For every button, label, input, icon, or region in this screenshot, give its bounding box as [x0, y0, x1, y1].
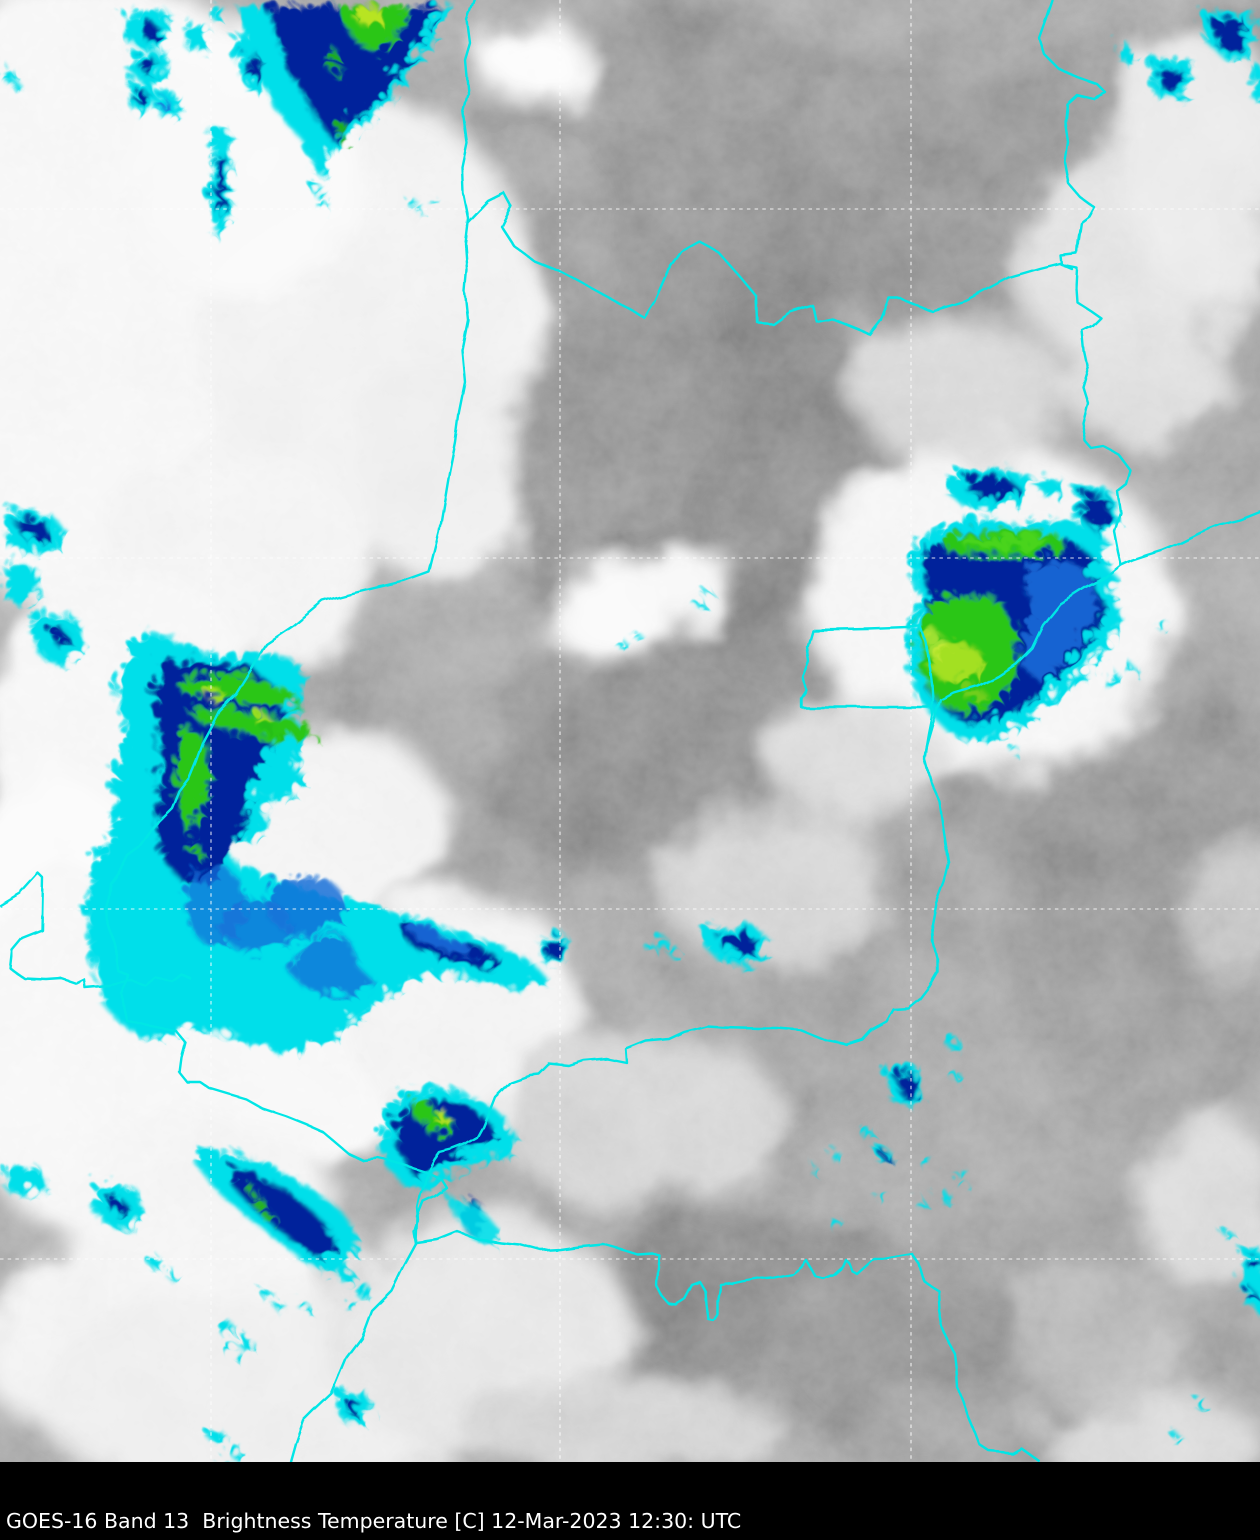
border-line-west-loop: [0, 871, 192, 990]
graticule-lines: [0, 0, 1260, 1462]
storm-cell-left-complex: [79, 622, 762, 1048]
satellite-image: [0, 0, 1260, 1462]
border-line-state-box-right: [919, 625, 935, 760]
border-line-state-box-top: [810, 625, 923, 632]
border-line-west-river: [105, 0, 476, 1462]
storm-cell-topright-specks: [1112, 5, 1260, 100]
storm-cell-topleft-specks: [0, 0, 262, 232]
map-borders: [0, 0, 1260, 1462]
border-line-north: [466, 191, 1074, 336]
caption-bar: GOES-16 Band 13 Brightness Temperature […: [0, 1462, 1260, 1540]
border-line-south: [415, 1230, 1042, 1462]
storm-cell-right-core: [902, 462, 1159, 736]
border-line-east-river: [412, 0, 1132, 1246]
storm-cell-bottom-left: [0, 505, 510, 1462]
caption-text: GOES-16 Band 13 Brightness Temperature […: [6, 1509, 742, 1534]
border-line-state-box: [799, 628, 934, 709]
border-line-east-junction: [1119, 510, 1260, 567]
storm-cell-top-funnel: [232, 0, 448, 204]
enhancement-layer: [0, 0, 1260, 1462]
